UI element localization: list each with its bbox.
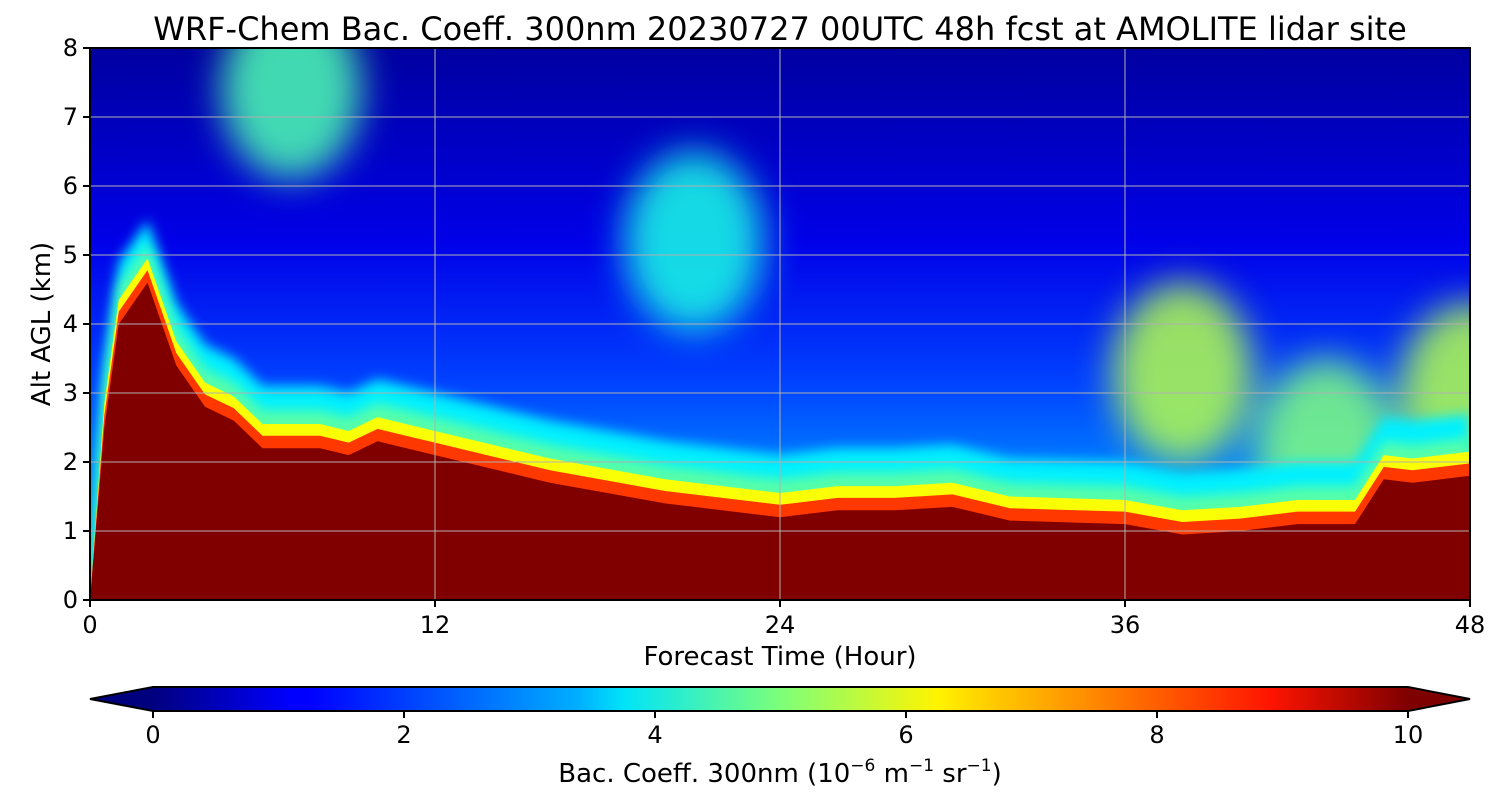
chart-title: WRF-Chem Bac. Coeff. 300nm 20230727 00UT…	[153, 10, 1407, 48]
y-tick-label: 7	[63, 103, 78, 131]
y-tick-label: 3	[63, 379, 78, 407]
colorbar-tick-label: 8	[1149, 721, 1164, 749]
colorbar: 0 2 4 6 8 10 Bac. Coeff. 300nm (10−6 m−1 sr−1…	[89, 686, 1471, 789]
y-axis: 0 1 2 3 4 5 6 7 8	[63, 34, 90, 614]
grid-lines	[90, 48, 1470, 600]
feature-blob-2	[1112, 282, 1253, 463]
y-tick-label: 0	[63, 586, 78, 614]
colorbar-gradient	[153, 687, 1408, 711]
x-tick-label: 36	[1110, 611, 1141, 639]
feature-blob-1	[623, 151, 764, 332]
colorbar-tick-label: 4	[647, 721, 662, 749]
x-tick-label: 24	[765, 611, 796, 639]
heatmap-plot-area	[90, 48, 1470, 600]
colorbar-tick-label: 10	[1393, 721, 1424, 749]
y-tick-label: 1	[63, 517, 78, 545]
y-tick-label: 4	[63, 310, 78, 338]
x-tick-label: 48	[1455, 611, 1486, 639]
colorbar-extend-max	[1408, 687, 1470, 711]
colorbar-tick-label: 6	[898, 721, 913, 749]
x-axis: 0 12 24 36 48	[82, 600, 1485, 639]
colorbar-ticks: 0 2 4 6 8 10	[145, 711, 1423, 749]
colorbar-label: Bac. Coeff. 300nm (10−6 m−1 sr−1)	[558, 756, 1001, 789]
y-tick-label: 8	[63, 34, 78, 62]
colorbar-tick-label: 2	[396, 721, 411, 749]
x-tick-label: 0	[82, 611, 97, 639]
y-axis-label: Alt AGL (km)	[27, 242, 57, 406]
colorbar-tick-label: 0	[145, 721, 160, 749]
feature-blob-0	[221, 48, 362, 180]
y-tick-label: 5	[63, 241, 78, 269]
colorbar-extend-min	[90, 687, 153, 711]
x-tick-label: 12	[420, 611, 451, 639]
x-axis-label: Forecast Time (Hour)	[643, 642, 916, 672]
y-tick-label: 2	[63, 448, 78, 476]
y-tick-label: 6	[63, 172, 78, 200]
